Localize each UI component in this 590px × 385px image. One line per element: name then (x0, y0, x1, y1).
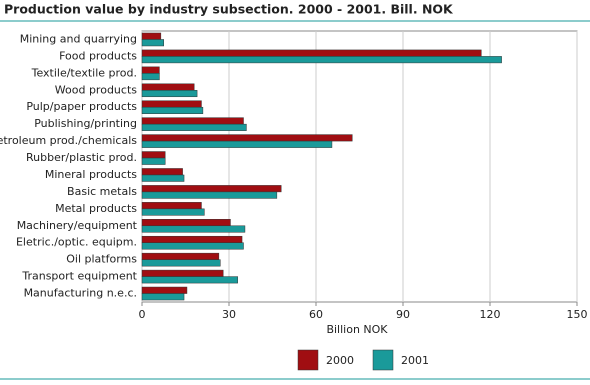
y-tick-label: Manufacturing n.e.c. (24, 287, 137, 300)
bar (141, 174, 185, 182)
x-tick-label: 150 (567, 308, 588, 321)
y-tick-label: Basic metals (67, 185, 137, 198)
legend-label: 2001 (401, 354, 429, 367)
bar (141, 276, 238, 284)
bar (141, 83, 195, 91)
chart-title: Production value by industry subsection.… (4, 2, 454, 17)
bar (141, 259, 221, 267)
y-tick-label: Publishing/printing (34, 117, 137, 130)
y-tick-label: Pulp/paper products (26, 100, 137, 113)
bar (141, 100, 202, 108)
y-tick-label: Oil platforms (66, 253, 137, 266)
y-tick-label: Mineral products (45, 168, 137, 181)
y-tick-label: Rubber/plastic prod. (26, 151, 137, 164)
bar (141, 90, 198, 98)
bar (141, 235, 243, 243)
bar (141, 191, 278, 199)
bar (141, 49, 482, 57)
bar (141, 32, 162, 40)
bar (141, 225, 246, 233)
bar (141, 242, 244, 250)
x-tick-label: 30 (222, 308, 236, 321)
bar (141, 168, 183, 176)
bar (141, 39, 164, 47)
y-tick-label: Eletric./optic. equipm. (16, 236, 137, 249)
bar (141, 73, 160, 81)
y-tick-label: Textile/textile prod. (31, 66, 137, 79)
bar (141, 106, 204, 114)
y-tick-label: Petroleum prod./chemicals (0, 134, 137, 147)
bar (141, 123, 247, 131)
bar (141, 151, 166, 159)
y-tick-label: Metal products (55, 202, 137, 215)
x-tick-label: 0 (139, 308, 146, 321)
y-tick-label: Food products (59, 49, 137, 62)
bar (141, 117, 244, 125)
y-tick-label: Mining and quarrying (20, 32, 137, 45)
bar (141, 140, 333, 148)
y-tick-label: Transport equipment (21, 270, 137, 283)
x-tick-label: 60 (309, 308, 323, 321)
bar (141, 202, 202, 210)
y-tick-label: Wood products (55, 83, 137, 96)
bar (141, 293, 185, 301)
bar (141, 66, 160, 74)
bar (141, 134, 353, 142)
bar (141, 208, 205, 216)
x-tick-label: 90 (396, 308, 410, 321)
y-tick-label: Machinery/equipment (17, 219, 138, 232)
x-axis-label: Billion NOK (326, 323, 388, 336)
bar (141, 252, 220, 260)
bar (141, 219, 231, 227)
legend-swatch (372, 349, 394, 371)
bar (141, 286, 188, 294)
legend-swatch (297, 349, 319, 371)
legend-label: 2000 (326, 354, 354, 367)
x-tick-label: 120 (480, 308, 501, 321)
bar (141, 185, 282, 193)
bar (141, 56, 502, 64)
bar (141, 157, 166, 165)
bar (141, 269, 224, 277)
